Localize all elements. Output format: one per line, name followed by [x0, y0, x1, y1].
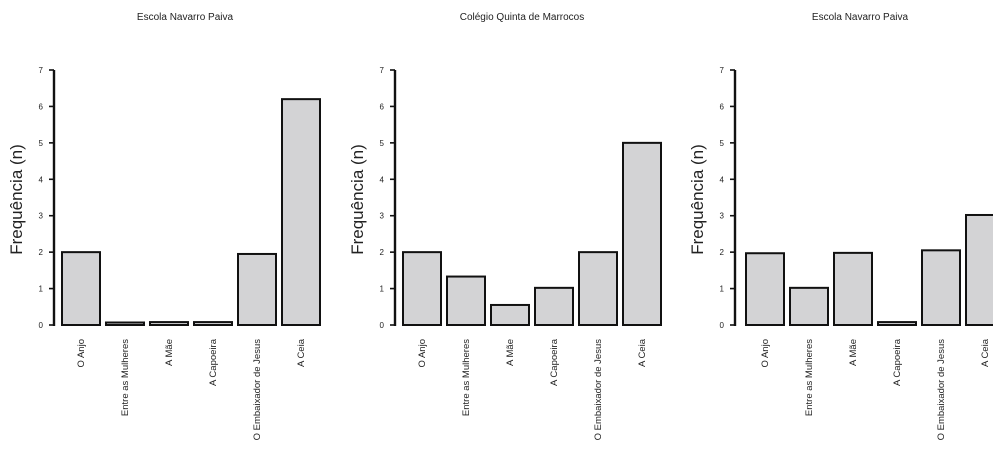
y-tick-label: 1 [39, 285, 44, 294]
y-tick-label: 3 [39, 212, 44, 221]
bar [149, 321, 189, 327]
x-category-label: A Ceia [980, 338, 991, 367]
y-tick-label: 4 [720, 175, 725, 184]
y-tick-label: 5 [39, 139, 44, 148]
chart-panel-2: Colégio Quinta de Marrocos Frequência (n)… [348, 12, 662, 441]
chart-title: Escola Navarro Paiva [137, 12, 234, 23]
y-axis-label: Frequência (n) [688, 144, 707, 255]
bar [105, 321, 145, 326]
x-category-label: A Ceia [296, 338, 307, 367]
y-tick-label: 7 [380, 66, 385, 75]
y-axis-label: Frequência (n) [7, 144, 26, 255]
bar [193, 321, 233, 327]
bar [237, 252, 277, 326]
bar [61, 251, 101, 326]
bar [622, 141, 662, 326]
x-category-label: O Embaixador de Jesus [593, 339, 604, 441]
y-tick-label: 6 [720, 102, 725, 111]
bar [745, 252, 785, 326]
x-category-label: A Mãe [164, 339, 175, 366]
bar [446, 275, 486, 326]
x-category-label: Entre as Mulheres [461, 339, 472, 416]
bar [490, 303, 530, 327]
y-tick-label: 7 [720, 66, 725, 75]
y-tick-label: 2 [720, 248, 725, 257]
x-category-label: O Embaixador de Jesus [252, 339, 263, 441]
x-category-label: O Anjo [76, 339, 87, 368]
y-tick-label: 6 [380, 102, 385, 111]
y-tick-label: 1 [720, 285, 725, 294]
bar [534, 286, 574, 327]
bar [281, 98, 321, 327]
x-category-label: Entre as Mulheres [120, 339, 131, 416]
x-category-label: A Mãe [848, 339, 859, 366]
x-category-label: A Capoeira [208, 338, 219, 386]
bar [965, 213, 993, 326]
x-category-label: O Embaixador de Jesus [936, 339, 947, 441]
x-category-label: O Anjo [417, 339, 428, 368]
y-tick-label: 7 [39, 66, 44, 75]
bar [877, 321, 917, 327]
x-category-label: A Ceia [637, 338, 648, 367]
y-tick-label: 6 [39, 102, 44, 111]
y-tick-label: 0 [720, 321, 725, 330]
y-tick-label: 3 [380, 212, 385, 221]
y-tick-label: 5 [380, 139, 385, 148]
x-category-label: A Capoeira [549, 338, 560, 386]
y-tick-label: 2 [380, 248, 385, 257]
bar [578, 251, 618, 326]
x-category-label: A Mãe [505, 339, 516, 366]
bar [402, 251, 442, 326]
y-tick-label: 2 [39, 248, 44, 257]
y-tick-label: 1 [380, 285, 385, 294]
bar [789, 286, 829, 327]
x-category-label: A Capoeira [892, 338, 903, 386]
chart-panel-1: Escola Navarro Paiva Frequência (n) 0 1 2 3 4 5… [7, 12, 321, 441]
y-tick-label: 4 [380, 175, 385, 184]
bar [921, 249, 961, 326]
y-axis-label: Frequência (n) [348, 144, 367, 255]
chart-title: Colégio Quinta de Marrocos [460, 12, 585, 23]
y-tick-label: 5 [720, 139, 725, 148]
x-category-label: Entre as Mulheres [804, 339, 815, 416]
bar [833, 251, 873, 326]
x-category-label: O Anjo [760, 339, 771, 368]
chart-title: Escola Navarro Paiva [812, 12, 909, 23]
y-tick-label: 4 [39, 175, 44, 184]
y-tick-label: 0 [39, 321, 44, 330]
y-tick-label: 0 [380, 321, 385, 330]
y-tick-label: 3 [720, 212, 725, 221]
chart-panel-3: Escola Navarro Paiva Frequência (n) 0 1 2 3 4 5… [688, 12, 993, 440]
